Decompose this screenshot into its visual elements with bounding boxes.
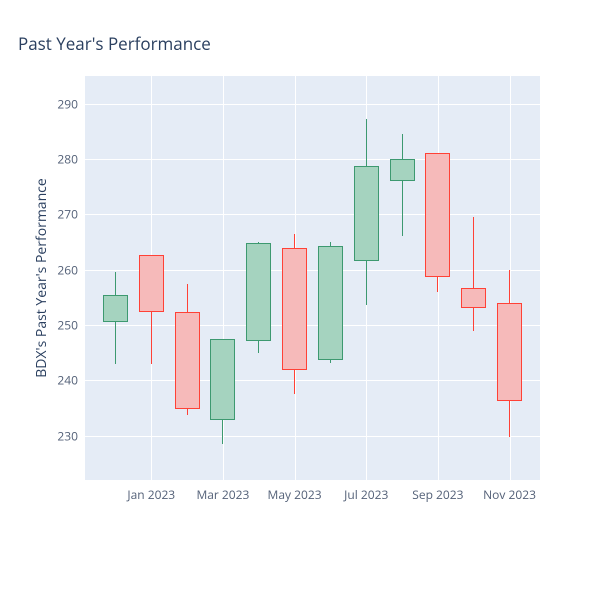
candle-wick [402,134,403,236]
candle-body [175,312,200,409]
candle-body [461,288,486,308]
x-tick-label: Jan 2023 [127,486,175,503]
y-tick-label: 260 [57,261,78,278]
candle-body [139,255,164,313]
candle-body [103,295,128,323]
x-tick-label: Nov 2023 [483,486,536,503]
grid-line-h [85,159,540,160]
y-tick-label: 270 [57,206,78,223]
candle-body [390,159,415,181]
candle-body [354,166,379,261]
y-tick-label: 240 [57,372,78,389]
candle-body [425,153,450,276]
y-axis-label: BDX's Past Year's Performance [32,178,51,378]
grid-line-h [85,214,540,215]
candle-wick [473,217,474,330]
y-tick-label: 290 [57,95,78,112]
candle-body [282,248,307,371]
grid-line-h [85,436,540,437]
x-tick-label: Sep 2023 [412,486,463,503]
candle-body [246,243,271,340]
x-tick-label: Mar 2023 [196,486,249,503]
plot-area [85,76,540,480]
candle-body [318,246,343,360]
x-tick-label: Jul 2023 [344,486,388,503]
candle-body [497,303,522,400]
y-tick-label: 250 [57,317,78,334]
candlestick-chart: Past Year's Performance BDX's Past Year'… [0,0,600,600]
grid-line-h [85,104,540,105]
y-tick-label: 280 [57,151,78,168]
candle-body [210,339,235,420]
chart-title: Past Year's Performance [18,32,211,55]
y-tick-label: 230 [57,427,78,444]
grid-line-h [85,380,540,381]
x-tick-label: May 2023 [268,486,322,503]
grid-line-h [85,325,540,326]
